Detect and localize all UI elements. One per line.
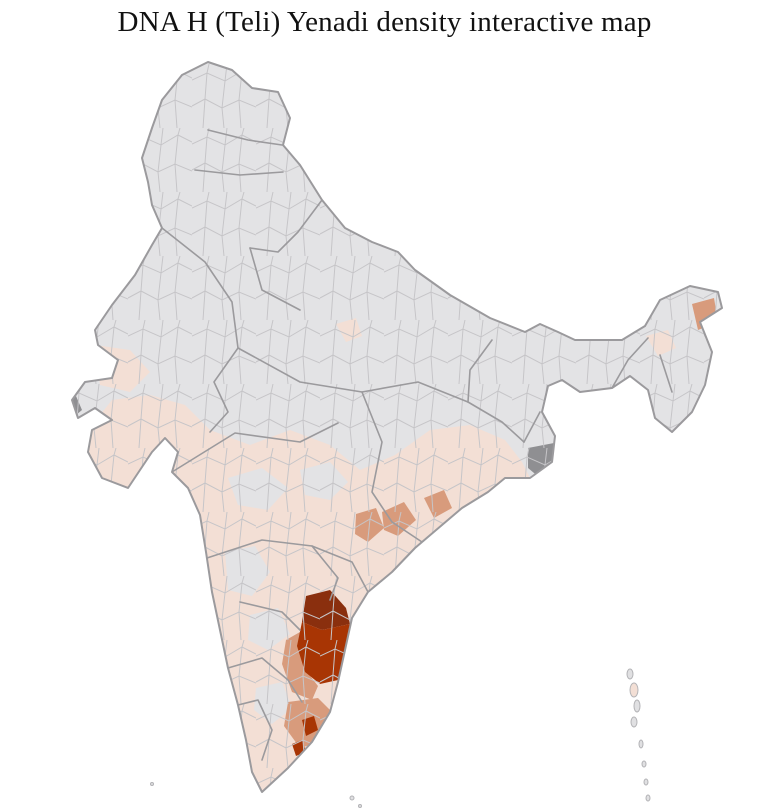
map-title: DNA H (Teli) Yenadi density interactive … xyxy=(117,6,652,38)
andaman-nicobar-islands[interactable] xyxy=(626,668,651,802)
small-islets xyxy=(150,782,362,808)
country-outline xyxy=(71,61,723,793)
island-low-density xyxy=(629,682,639,698)
state-borders-layer xyxy=(161,129,673,761)
